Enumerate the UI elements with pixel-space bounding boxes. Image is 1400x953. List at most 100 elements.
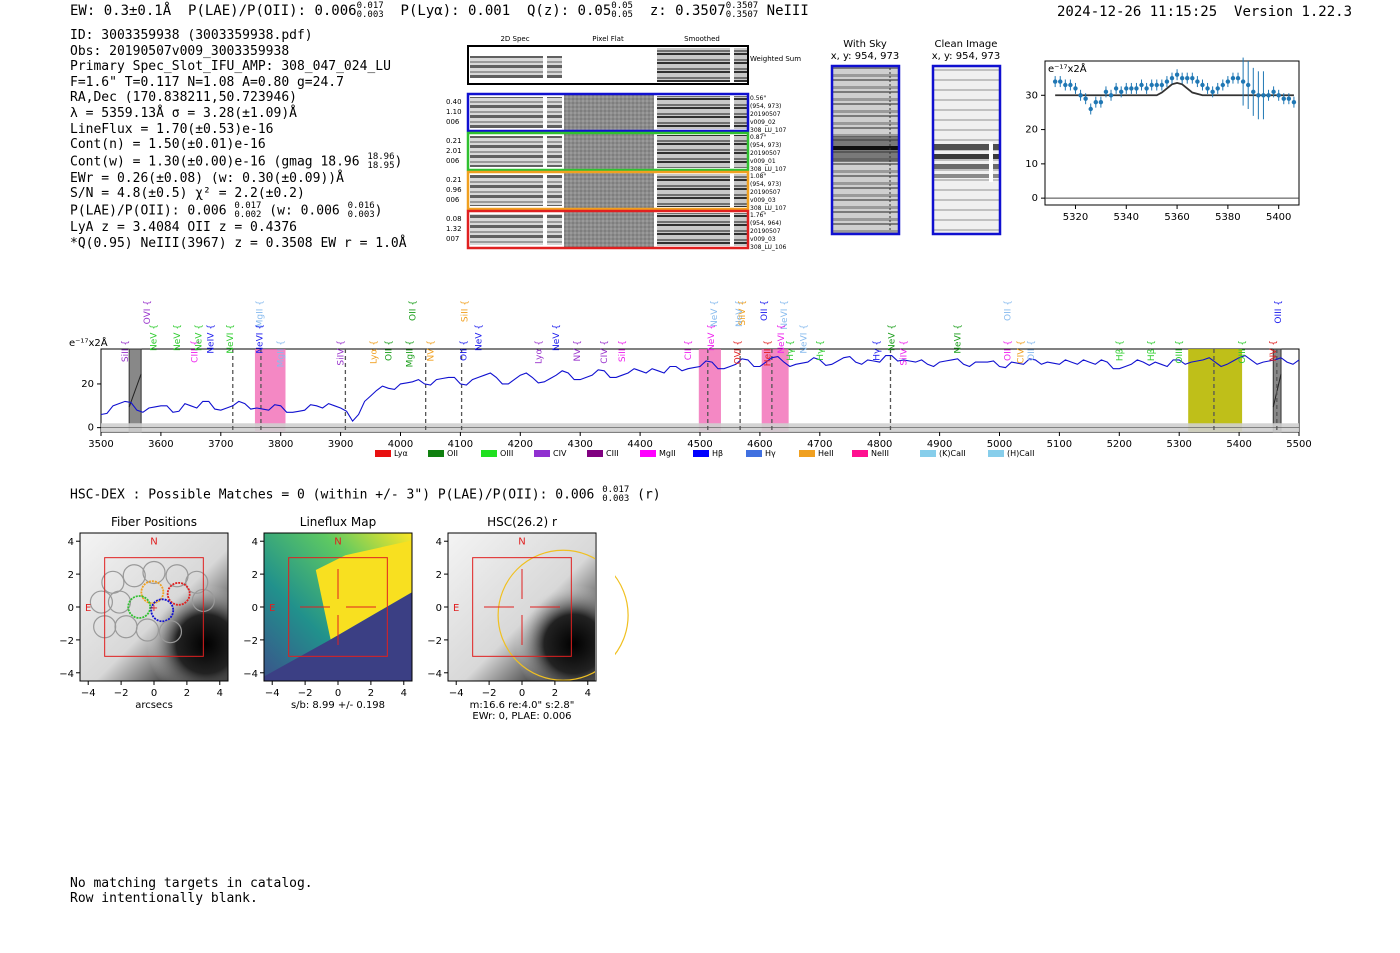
emission-line-label: NeV { xyxy=(710,300,720,327)
zoom-point xyxy=(1256,93,1261,98)
fiber-circle xyxy=(107,590,132,614)
legend-label: CIII xyxy=(606,449,619,458)
clean-image-xy: x, y: 954, 973 xyxy=(932,51,1001,62)
header-line-id: NeIII xyxy=(766,3,809,19)
info-q-line: *Q(0.95) NeIII(3967) z = 0.3508 EW r = 1… xyxy=(70,235,407,251)
legend-swatch xyxy=(534,450,550,457)
zoom-ytick: 20 xyxy=(1025,125,1038,136)
zoom-point xyxy=(1103,89,1109,95)
info-id: ID: 3003359938 (3003359938.pdf) xyxy=(70,28,313,43)
panel-xlabel: arcsecs xyxy=(135,700,173,711)
emission-line-label: SiII { xyxy=(461,300,471,322)
footer-notes: No matching targets in catalog. Row inte… xyxy=(70,876,313,906)
zoom-point xyxy=(1251,89,1256,95)
emission-line-label: NeVI { xyxy=(256,324,266,354)
cutout-row-meta: 20190507 xyxy=(750,150,781,157)
legend-entry: CIII xyxy=(587,449,619,458)
zoom-xtick: 5340 xyxy=(1114,212,1139,223)
emission-line-label: NeV { xyxy=(552,324,562,351)
emission-line-label: Lyα { xyxy=(534,340,544,364)
emission-line-label: MgII { xyxy=(277,340,287,367)
legend-entry: CIV xyxy=(534,449,567,458)
emission-line-label: OII { xyxy=(408,300,418,321)
cutout-row-value: 0.96 xyxy=(446,186,462,194)
panel-ytick: 0 xyxy=(252,603,258,614)
panel-title: Lineflux Map xyxy=(300,515,376,529)
legend-label: HeII xyxy=(818,449,834,458)
zoom-point xyxy=(1174,72,1180,77)
emission-line-label: NV { xyxy=(1269,340,1279,361)
legend-swatch xyxy=(375,450,391,457)
cutout-row-meta: v009_03 xyxy=(750,197,776,204)
zoom-point xyxy=(1108,93,1114,98)
info-primary: Primary Spec_Slot_IFU_AMP: 308_047_024_L… xyxy=(70,59,391,75)
cutout-row-meta: v009_02 xyxy=(750,119,776,126)
zoom-point xyxy=(1068,82,1073,88)
weighted-sum-label: Weighted Sum xyxy=(750,55,801,63)
cutout-row-3: 0.21 0.96 006 1.08"(954, 973)20190507v009_0… xyxy=(446,170,787,212)
legend-swatch xyxy=(428,450,444,457)
legend-label: Hγ xyxy=(765,449,776,458)
full-xtick: 4100 xyxy=(448,439,473,450)
panel-xtick: 0 xyxy=(519,688,525,699)
full-xtick: 5400 xyxy=(1226,439,1251,450)
with-sky-title: With Sky xyxy=(843,39,887,50)
cutout-row-meta: 0.87" xyxy=(750,134,766,141)
zoom-ytick: 30 xyxy=(1025,90,1038,101)
zoom-point xyxy=(1200,82,1205,88)
cutout-row-value: 1.10 xyxy=(446,108,462,116)
panel-xtick: 4 xyxy=(585,688,591,699)
emission-line-label: OVI { xyxy=(734,340,744,364)
zoom-point xyxy=(1240,79,1246,84)
clean-image-title: Clean Image xyxy=(935,39,998,50)
info-radec: RA,Dec (170.838211,50.723946) xyxy=(70,90,297,106)
panel-ytick: 4 xyxy=(436,537,442,548)
zoom-point xyxy=(1058,79,1063,84)
panel-xtick: −4 xyxy=(81,688,96,699)
cutout-row-meta: 1.08" xyxy=(750,173,766,180)
zoom-point xyxy=(1261,93,1266,98)
legend-swatch xyxy=(988,450,1004,457)
emission-line-label: NeIV { xyxy=(207,324,217,354)
cutout-row-value: 2.01 xyxy=(446,147,462,155)
emission-line-label: OII { xyxy=(1027,340,1037,361)
legend-label: (K)CaII xyxy=(939,449,966,458)
cutout-row-value: 0.08 xyxy=(446,215,462,223)
header-plya: P(Lyα): 0.001 xyxy=(400,3,511,19)
hsc-image-panel: HSC(26.2) r N E 4 2 0 −2 −4 −4 −2 0 2 4 m:16.6 re:4.0… xyxy=(427,515,629,722)
full-ytick: 20 xyxy=(81,379,94,390)
emission-line-label: NeVI { xyxy=(777,324,787,354)
ifu-footprint xyxy=(472,557,572,657)
full-xtick: 4600 xyxy=(747,439,772,450)
cutout-row-value: 1.32 xyxy=(446,225,462,233)
emission-line-label: OIII { xyxy=(1175,340,1185,364)
emission-line-label: Hβ { xyxy=(1115,340,1125,361)
legend-entry: HeII xyxy=(799,449,834,458)
header-plae: P(LAE)/P(OII): 0.006 xyxy=(188,3,357,19)
panel-ytick: −4 xyxy=(59,669,74,680)
emission-line-label: NeV { xyxy=(173,324,183,351)
zoom-fit-line xyxy=(1055,82,1294,97)
zoom-xtick: 5400 xyxy=(1266,212,1291,223)
info-obs: Obs: 20190507v009_3003359938 xyxy=(70,43,290,59)
header-z-range: 0.3507 0.3507 xyxy=(725,1,759,20)
panel-ytick: −2 xyxy=(427,636,442,647)
cutout-row-meta: (954, 973) xyxy=(750,103,781,110)
zoom-point xyxy=(1083,96,1088,101)
spectra-cutouts: 2D Spec Pixel Flat Smoothed Weighted Sum… xyxy=(446,35,801,251)
panel-ytick: 2 xyxy=(68,570,74,581)
full-xtick: 4200 xyxy=(508,439,533,450)
emission-line-label: MgII { xyxy=(256,300,266,327)
legend-swatch xyxy=(746,450,762,457)
emission-line-label: Hγ { xyxy=(873,340,883,361)
panel-xtick: −2 xyxy=(482,688,497,699)
emission-line-label: NeV { xyxy=(888,324,898,351)
fiber-circle xyxy=(142,560,166,585)
legend-entry: NeIII xyxy=(852,449,889,458)
hsc-dex-summary: HSC-DEX : Possible Matches = 0 (within +… xyxy=(70,485,661,504)
sky-panels: With Sky x, y: 954, 973 Clean Image x, y… xyxy=(831,39,1002,236)
cutout-row-value: 0.40 xyxy=(446,98,462,106)
emission-line-label: MgII { xyxy=(405,340,415,367)
zoom-point xyxy=(1205,86,1210,91)
full-xtick: 5500 xyxy=(1286,439,1311,450)
